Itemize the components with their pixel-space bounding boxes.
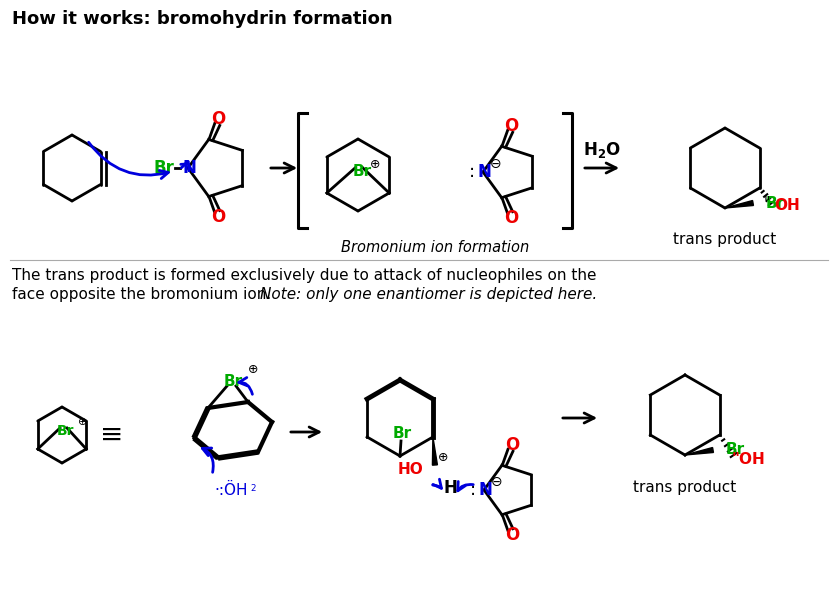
Text: Br: Br xyxy=(392,427,411,441)
Text: O: O xyxy=(504,436,519,454)
Text: ·:ÖH: ·:ÖH xyxy=(214,483,247,497)
Text: O: O xyxy=(504,526,519,544)
Text: O: O xyxy=(504,117,519,135)
Text: ⊕: ⊕ xyxy=(370,158,380,171)
Text: Br: Br xyxy=(766,195,785,211)
Text: ⊕: ⊕ xyxy=(78,417,87,427)
Text: The trans product is formed exclusively due to attack of nucleophiles on the: The trans product is formed exclusively … xyxy=(12,268,597,283)
Text: Br: Br xyxy=(726,442,745,457)
Text: OH: OH xyxy=(774,198,800,214)
Text: "OH: "OH xyxy=(732,451,765,467)
Text: Br: Br xyxy=(224,373,242,388)
Text: :: : xyxy=(469,163,475,181)
Text: $\mathbf{H_2O}$: $\mathbf{H_2O}$ xyxy=(583,140,621,160)
Text: ≡: ≡ xyxy=(101,421,124,449)
Text: O: O xyxy=(212,110,226,129)
Text: N: N xyxy=(477,163,491,181)
Text: Br: Br xyxy=(153,159,174,177)
Text: H: H xyxy=(443,479,457,497)
Polygon shape xyxy=(432,437,437,465)
Text: $_2$: $_2$ xyxy=(250,481,256,494)
Text: Note: only one enantiomer is depicted here.: Note: only one enantiomer is depicted he… xyxy=(260,287,597,302)
Text: trans product: trans product xyxy=(674,232,777,247)
Text: trans product: trans product xyxy=(634,480,737,495)
Polygon shape xyxy=(725,201,753,208)
Text: HO: HO xyxy=(397,461,423,477)
Text: Br: Br xyxy=(56,424,74,438)
Text: :: : xyxy=(470,481,476,499)
Text: How it works: bromohydrin formation: How it works: bromohydrin formation xyxy=(12,10,393,28)
Text: N: N xyxy=(182,159,196,177)
Text: ⊖: ⊖ xyxy=(491,475,503,489)
Text: ⊕: ⊕ xyxy=(438,451,448,464)
Text: O: O xyxy=(504,209,519,227)
Text: Br: Br xyxy=(353,163,371,179)
Text: O: O xyxy=(212,208,226,225)
Text: face opposite the bromonium ion.: face opposite the bromonium ion. xyxy=(12,287,277,302)
Text: Bromonium ion formation: Bromonium ion formation xyxy=(341,240,529,255)
Polygon shape xyxy=(685,448,713,455)
Text: ⊕: ⊕ xyxy=(248,363,258,376)
Text: N: N xyxy=(478,481,492,499)
Text: ⊖: ⊖ xyxy=(490,157,502,171)
Text: ": " xyxy=(763,195,769,209)
